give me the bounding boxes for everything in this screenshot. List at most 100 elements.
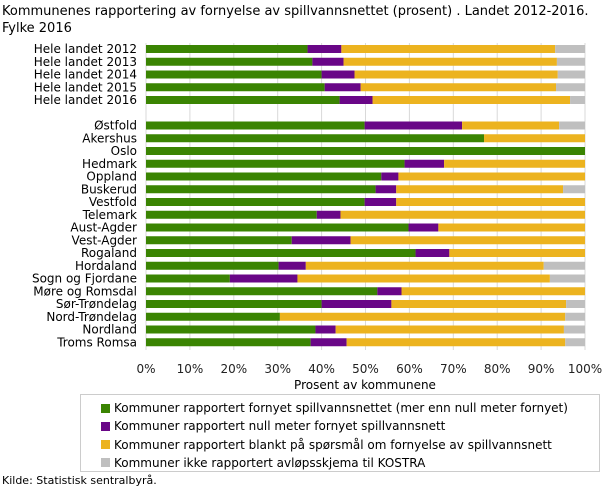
bar-segment (396, 185, 564, 194)
bar-segment (146, 45, 308, 53)
legend-swatch (101, 440, 110, 450)
category-label: Buskerud (81, 182, 137, 196)
bar-segment (408, 223, 439, 232)
bar-segment (146, 287, 378, 296)
bar-segment (146, 325, 316, 334)
x-tick-label: 70% (440, 362, 467, 376)
chart: 0% 10% 20% 30% 40% 50% 60% 70% 80% 90% 100% Prosent… (32, 42, 602, 392)
category-label: Østfold (94, 119, 137, 133)
legend-label: Kommuner rapportert null meter fornyet s… (114, 419, 446, 434)
bar-segment (559, 121, 585, 130)
bar-segment (565, 312, 585, 321)
category-label: Hele landet 2015 (34, 80, 137, 94)
category-label: Hele landet 2012 (34, 42, 137, 56)
bar-segment (340, 210, 585, 219)
bar-segment (364, 121, 463, 130)
bar-segment (146, 300, 322, 308)
legend-item: Kommuner rapportert blankt på spørsmål o… (101, 438, 552, 452)
bar-segment (146, 83, 325, 92)
category-label: Hele landet 2013 (34, 55, 137, 69)
bar-segment (146, 236, 292, 245)
bar-segment (146, 185, 376, 194)
bar-segment (146, 198, 365, 206)
bar-segment (335, 325, 564, 334)
bar-segment (372, 96, 571, 104)
bar-segment (462, 121, 560, 130)
bar-segment (381, 172, 399, 181)
bar-segment (354, 70, 558, 79)
bar-segment (404, 159, 445, 168)
legend-swatch (101, 421, 110, 431)
bar-segment (146, 134, 485, 143)
legend-swatch (101, 403, 110, 413)
bar-segment (146, 249, 416, 257)
bar-segment (321, 300, 392, 308)
bar-segment (146, 70, 322, 79)
x-tick-label: 0% (136, 362, 155, 376)
bar-segment (146, 159, 405, 168)
category-label: Nord-Trøndelag (46, 310, 137, 324)
legend-item: Kommuner rapportert fornyet spillvannsne… (101, 401, 568, 415)
bar-segment (364, 198, 397, 206)
bar-segment (278, 261, 306, 270)
category-label: Hordaland (75, 259, 137, 273)
legend-swatch (101, 458, 110, 468)
bar-segment (321, 70, 355, 79)
bar-segment (305, 261, 544, 270)
bar-segment (146, 57, 313, 66)
category-label: Sogn og Fjordane (32, 272, 137, 286)
category-label: Nordland (82, 323, 137, 337)
bar-segment (566, 300, 585, 308)
x-tick-label: 10% (177, 362, 204, 376)
bar-segment (415, 249, 450, 257)
x-tick-label: 40% (308, 362, 335, 376)
bar-segment (396, 198, 585, 206)
bar-segment (398, 172, 585, 181)
bar-segment (291, 236, 351, 245)
category-label: Oslo (111, 144, 137, 158)
bar-segment (570, 96, 585, 104)
bar-segment (307, 45, 342, 53)
bar-segment (146, 338, 311, 347)
legend-label: Kommuner rapportert fornyet spillvannsne… (114, 401, 568, 415)
bar-segment (449, 249, 585, 257)
chart-title: Kommunenes rapportering av fornyelse av … (2, 4, 589, 36)
bar-segment (401, 287, 585, 296)
bar-segment (343, 57, 557, 66)
bar-segment (484, 134, 585, 143)
x-tick-label: 80% (484, 362, 511, 376)
bar-segment (146, 261, 279, 270)
category-label: Troms Romsa (56, 335, 137, 349)
bar-segment (146, 274, 230, 283)
category-label: Hele landet 2014 (34, 68, 137, 82)
bar-segment (146, 172, 382, 181)
legend-item: Kommuner ikke rapportert avløpsskjema ti… (101, 456, 425, 470)
bar-segment (556, 83, 585, 92)
bar-segment (279, 312, 566, 321)
x-tick-label: 20% (220, 362, 247, 376)
legend-label: Kommuner ikke rapportert avløpsskjema ti… (114, 455, 426, 470)
category-label: Sør-Trøndelag (56, 297, 137, 311)
bar-segment (324, 83, 361, 92)
bar-segment (312, 57, 344, 66)
bar-segment (146, 312, 280, 321)
bar-segment (315, 325, 336, 334)
category-label: Oppland (86, 170, 137, 184)
category-label: Hedmark (82, 157, 137, 171)
bar-segment (146, 147, 585, 155)
bar-segment (146, 210, 317, 219)
source-note: Kilde: Statistisk sentralbyrå. (2, 474, 157, 487)
category-label: Vestfold (89, 195, 137, 209)
bar-segment (316, 210, 341, 219)
bar-segment (341, 45, 556, 53)
bar-segment (557, 70, 585, 79)
bar-segment (549, 274, 585, 283)
bar-segment (350, 236, 585, 245)
bar-segment (297, 274, 550, 283)
bar-segment (377, 287, 402, 296)
legend-label: Kommuner rapportert blankt på spørsmål o… (114, 437, 552, 452)
bar-segment (229, 274, 298, 283)
bar-segment (360, 83, 557, 92)
bar-segment (339, 96, 373, 104)
legend-item: Kommuner rapportert null meter fornyet s… (101, 419, 445, 433)
